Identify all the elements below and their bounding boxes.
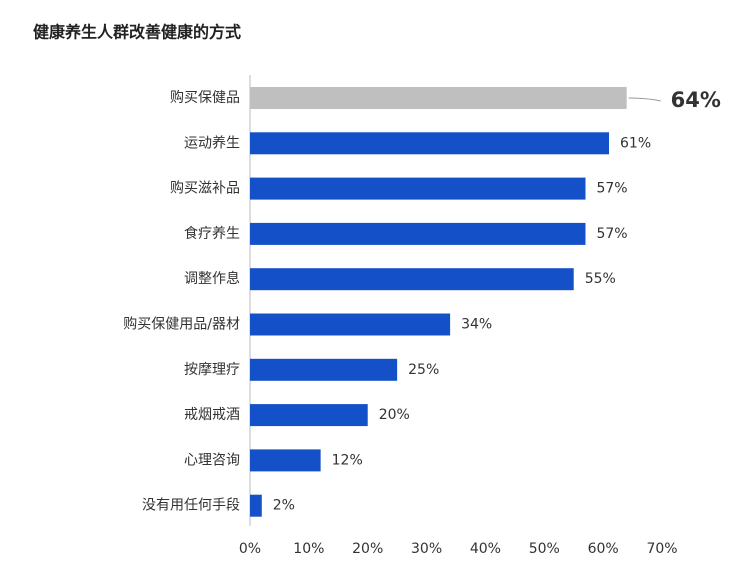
bar bbox=[250, 177, 586, 200]
x-tick-label: 0% bbox=[239, 541, 261, 557]
bar bbox=[250, 494, 262, 517]
bar bbox=[250, 87, 627, 109]
x-tick-label: 40% bbox=[470, 541, 501, 557]
x-tick-label: 60% bbox=[588, 541, 619, 557]
bar bbox=[250, 313, 451, 336]
bar bbox=[250, 404, 368, 427]
y-tick-label: 运动养生 bbox=[184, 135, 240, 151]
chart-title: 健康养生人群改善健康的方式 bbox=[33, 23, 241, 42]
leader-line bbox=[628, 97, 661, 102]
bar bbox=[250, 132, 610, 155]
value-label: 57% bbox=[596, 181, 627, 197]
value-label: 2% bbox=[273, 498, 295, 514]
value-label: 34% bbox=[461, 317, 492, 333]
bar bbox=[250, 449, 321, 472]
bar bbox=[250, 222, 586, 245]
value-label: 55% bbox=[585, 271, 616, 287]
bar bbox=[250, 268, 574, 291]
x-tick-label: 50% bbox=[529, 541, 560, 557]
y-tick-label: 购买保健品 bbox=[170, 90, 240, 106]
value-label: 25% bbox=[408, 362, 439, 378]
y-tick-label: 调整作息 bbox=[184, 270, 240, 287]
x-tick-label: 20% bbox=[352, 541, 383, 557]
x-tick-label: 70% bbox=[646, 541, 677, 557]
y-tick-label: 食疗养生 bbox=[184, 225, 240, 242]
value-label: 20% bbox=[379, 407, 410, 423]
value-label: 12% bbox=[332, 452, 363, 468]
y-tick-label: 按摩理疗 bbox=[184, 361, 240, 378]
value-label: 64% bbox=[671, 88, 721, 112]
value-label: 57% bbox=[596, 226, 627, 242]
y-tick-label: 购买保健用品/器材 bbox=[123, 317, 240, 333]
y-tick-label: 心理咨询 bbox=[184, 452, 240, 468]
bar bbox=[250, 358, 398, 381]
x-tick-label: 10% bbox=[293, 541, 324, 557]
y-tick-label: 没有用任何手段 bbox=[142, 498, 240, 514]
y-tick-label: 戒烟戒酒 bbox=[184, 407, 240, 423]
y-tick-label: 购买滋补品 bbox=[170, 181, 240, 197]
x-tick-label: 30% bbox=[411, 541, 442, 557]
value-label: 61% bbox=[620, 135, 651, 151]
